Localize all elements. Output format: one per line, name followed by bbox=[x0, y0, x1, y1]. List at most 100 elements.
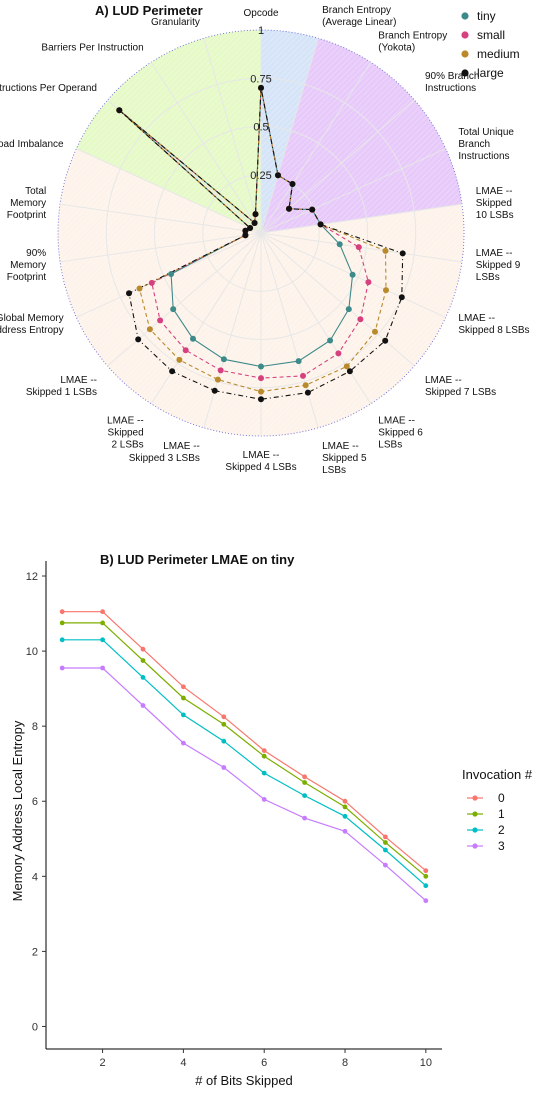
radar-point-tiny bbox=[327, 337, 334, 344]
radar-point-medium bbox=[343, 363, 350, 370]
radar-point-tiny bbox=[345, 306, 352, 313]
line-point-0 bbox=[140, 646, 146, 652]
radar-point-large bbox=[126, 290, 132, 297]
line-point-0 bbox=[261, 748, 267, 753]
legend-label-0: 0 bbox=[498, 791, 505, 805]
radar-point-small bbox=[148, 279, 155, 286]
radar-axis-label: LMAE --Skipped 2 LSBs bbox=[107, 416, 144, 451]
radar-axis-label: LMAE --Skipped 10 LSBs bbox=[476, 186, 514, 221]
legend-label-medium: medium bbox=[477, 47, 520, 61]
radar-axis-label: LMAE --Skipped 5 LSBs bbox=[322, 441, 367, 476]
radar-point-small bbox=[355, 244, 362, 251]
legend-key-3 bbox=[472, 843, 478, 849]
radar-point-tiny bbox=[168, 271, 175, 277]
radar-point-large bbox=[251, 220, 258, 226]
x-tick-label: 6 bbox=[261, 1057, 267, 1069]
line-point-3 bbox=[423, 898, 429, 904]
radar-point-medium bbox=[176, 356, 183, 363]
radar-spoke bbox=[76, 148, 262, 234]
line-point-1 bbox=[423, 873, 429, 879]
radar-point-medium bbox=[382, 247, 389, 254]
y-tick-label: 10 bbox=[26, 646, 38, 658]
legend-title: Invocation # bbox=[462, 767, 533, 782]
radar-axis-label: LMAE --Skipped 3 LSBs bbox=[129, 441, 200, 464]
radar-point-medium bbox=[372, 328, 378, 335]
radar-series bbox=[116, 84, 406, 403]
radar-point-small bbox=[157, 317, 164, 324]
line-point-0 bbox=[100, 609, 105, 615]
radar-axis-label: Granularity bbox=[151, 17, 200, 28]
radar-spoke bbox=[260, 148, 446, 234]
radar-spoke bbox=[150, 232, 262, 405]
radar-point-large bbox=[289, 181, 296, 187]
line-point-3 bbox=[140, 703, 146, 708]
radar-point-medium bbox=[302, 382, 309, 389]
radar-point-small bbox=[335, 350, 342, 357]
radar-spoke bbox=[260, 99, 415, 234]
line-point-3 bbox=[59, 665, 65, 671]
radar-point-large bbox=[317, 221, 324, 228]
line-point-2 bbox=[261, 770, 267, 776]
line-point-3 bbox=[181, 740, 186, 746]
line-point-1 bbox=[302, 780, 307, 785]
radar-chart: 0.25 0.5 0.75 1 Opcode Branch Entropy (Averag… bbox=[0, 3, 530, 476]
radar-r-tick: 0.25 bbox=[250, 170, 271, 182]
radar-spoke bbox=[260, 38, 319, 234]
radar-spoke bbox=[260, 232, 415, 367]
line-point-0 bbox=[59, 609, 65, 615]
y-tick-label: 12 bbox=[26, 571, 38, 583]
radar-point-large bbox=[309, 206, 316, 213]
radar-spoke bbox=[150, 61, 262, 234]
radar-point-tiny bbox=[190, 335, 196, 342]
radar-spoke bbox=[107, 232, 262, 367]
radar-title: A) LUD Perimeter bbox=[95, 3, 203, 18]
radar-axis-label: Barriers Per Instruction bbox=[41, 42, 143, 53]
line-point-2 bbox=[181, 712, 186, 718]
line-point-1 bbox=[221, 721, 227, 727]
radar-point-small bbox=[258, 375, 264, 382]
line-title: B) LUD Perimeter LMAE on tiny bbox=[100, 552, 295, 567]
radar-point-tiny bbox=[258, 363, 264, 370]
line-point-3 bbox=[383, 862, 388, 868]
radar-r-tick: 0.75 bbox=[250, 73, 271, 85]
y-tick-label: 8 bbox=[32, 721, 38, 733]
radar-point-medium bbox=[383, 287, 389, 294]
radar-sector-hatch-0 bbox=[261, 30, 319, 233]
x-tick-label: 8 bbox=[342, 1057, 348, 1069]
radar-point-small bbox=[300, 372, 306, 379]
radar-spoke bbox=[59, 203, 262, 234]
radar-point-tiny bbox=[349, 271, 356, 278]
y-tick-label: 2 bbox=[32, 946, 38, 958]
line-point-2 bbox=[302, 793, 307, 798]
radar-point-small bbox=[182, 347, 189, 354]
x-tick-label: 2 bbox=[100, 1057, 106, 1069]
line-point-2 bbox=[59, 637, 65, 643]
legend-key-small bbox=[461, 31, 469, 39]
radar-point-large bbox=[116, 107, 123, 114]
line-point-1 bbox=[342, 804, 348, 810]
line-point-0 bbox=[423, 868, 429, 874]
line-point-1 bbox=[140, 658, 146, 663]
x-tick-label: 10 bbox=[420, 1057, 432, 1069]
radar-axis-label: LMAE --Skipped 9 LSBs bbox=[476, 248, 521, 283]
radar-axis-label: Load Imbalance bbox=[0, 139, 64, 150]
legend-key-2 bbox=[472, 827, 478, 833]
legend-key-tiny bbox=[461, 12, 469, 20]
radar-point-medium bbox=[136, 285, 143, 292]
radar-spoke bbox=[203, 38, 262, 234]
radar-point-large bbox=[169, 368, 176, 375]
line-series-2 bbox=[62, 639, 427, 887]
radar-point-large bbox=[399, 250, 406, 257]
line-point-3 bbox=[221, 765, 227, 770]
radar-axis-label: LMAE --Skipped 7 LSBs bbox=[425, 375, 496, 398]
legend-label-small: small bbox=[477, 28, 505, 42]
radar-point-large bbox=[304, 389, 311, 396]
legend-key-large bbox=[461, 69, 469, 77]
legend-label-large: large bbox=[477, 66, 504, 80]
radar-point-large bbox=[258, 396, 264, 403]
line-legend: Invocation # 0 1 2 3 bbox=[462, 767, 533, 853]
line-point-0 bbox=[383, 834, 388, 840]
x-axis-title: # of Bits Skipped bbox=[195, 1073, 293, 1088]
radar-point-large bbox=[286, 205, 292, 212]
radar-axis-label: Total Memory Footprint bbox=[7, 186, 47, 221]
